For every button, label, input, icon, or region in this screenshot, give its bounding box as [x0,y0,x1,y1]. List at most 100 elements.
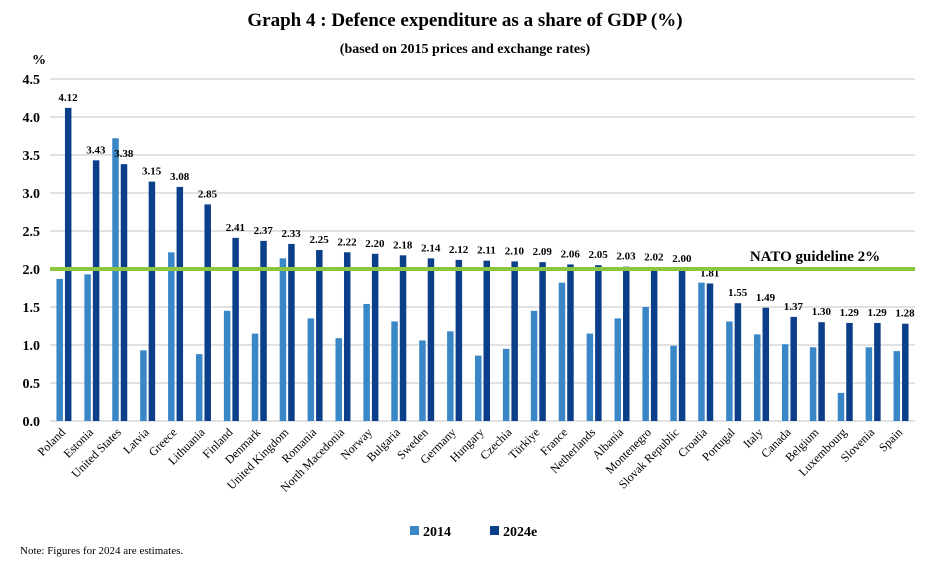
bar-2014 [781,344,789,421]
data-label: 2.41 [226,222,245,234]
bar-2014 [223,310,231,421]
bar-2024e [902,323,909,421]
bar-2024e [678,269,686,421]
bar-2014 [84,274,91,421]
bar-2014 [502,348,510,421]
data-label: 2.25 [309,234,329,246]
data-label: 2.33 [282,228,302,240]
bar-2024e [288,243,295,421]
bar-2014 [56,278,63,421]
bar-2014 [642,307,649,421]
bar-2024e [539,262,546,421]
bar-2024e [455,259,463,421]
bar-2024e [260,240,267,421]
bar-2014 [837,392,845,421]
bar-2024e [92,160,100,421]
data-label: 1.37 [784,301,804,313]
bar-2024e [650,267,658,421]
y-tick-label: 4.5 [23,73,41,88]
data-label: 2.05 [588,249,608,261]
bar-2014 [447,331,454,421]
category-label: Spain [876,425,905,454]
bar-2024e [343,252,351,421]
bar-2014 [670,345,677,421]
bar-2024e [427,258,435,421]
bar-2014 [335,338,342,421]
bar-2014 [112,138,119,421]
data-label: 1.30 [812,306,832,318]
bar-2014 [391,321,398,421]
bar-2014 [140,350,147,421]
data-label: 1.29 [868,307,888,319]
bar-2014 [168,252,175,421]
bar-2014 [195,354,203,421]
y-tick-label: 3.0 [23,187,41,202]
legend-swatch-2024e [490,526,499,535]
data-label: 2.09 [533,246,553,258]
bar-2024e [232,237,239,421]
data-label: 2.00 [672,253,692,265]
data-label: 2.37 [254,225,274,237]
data-label: 2.02 [644,251,664,263]
data-label: 3.43 [86,144,106,156]
bar-2024e [762,307,770,421]
data-label: 3.38 [114,148,134,160]
data-label: 2.12 [449,244,469,256]
bar-2014 [698,282,705,421]
y-tick-label: 0.5 [23,377,41,392]
bar-2014 [586,333,594,421]
y-tick-label: 1.5 [23,301,41,316]
bar-2024e [706,283,714,421]
bar-2024e [316,250,323,421]
bar-2014 [251,333,259,421]
data-label: 2.06 [561,248,581,260]
footnote: Note: Figures for 2024 are estimates. [20,545,184,557]
bar-2024e [595,265,602,421]
bar-2014 [475,355,482,421]
bar-2024e [148,181,156,421]
y-tick-label: 4.0 [23,111,41,126]
bar-2024e [120,164,128,421]
data-label: 2.85 [198,188,218,200]
chart-title: Graph 4 : Defence expenditure as a share… [247,10,683,31]
bar-2014 [363,303,370,421]
y-tick-label: 2.0 [23,263,41,278]
bar-2014 [307,318,315,421]
bar-2024e [399,255,407,421]
bar-2024e [874,322,881,421]
bar-2014 [614,318,622,421]
bar-2014 [893,351,901,421]
bar-2014 [865,347,873,421]
nato-guideline-label: NATO guideline 2% [750,249,880,265]
data-label: 1.49 [756,292,776,304]
legend-label: 2014 [423,525,451,540]
data-label: 1.55 [728,287,748,299]
bar-2014 [419,340,426,421]
data-label: 1.28 [895,308,915,320]
chart-subtitle: (based on 2015 prices and exchange rates… [339,42,591,57]
legend-swatch-2014 [410,526,419,535]
data-label: 2.22 [337,236,357,248]
data-label: 1.29 [840,307,860,319]
bar-2024e [371,253,379,421]
data-label: 2.14 [421,242,441,254]
bar-2024e [734,303,742,421]
y-axis-label: % [32,53,46,68]
bar-2024e [64,107,72,421]
bar-2014 [726,321,733,421]
bar-2024e [204,204,211,421]
bar-2024e [623,266,630,421]
y-tick-label: 0.0 [23,415,41,430]
bar-2014 [279,258,287,421]
legend-label: 2024e [503,525,537,540]
bar-2024e [790,316,797,421]
category-label: Türkiye [506,425,543,462]
data-label: 2.10 [505,245,525,257]
bar-2024e [818,322,825,421]
data-label: 2.03 [616,251,636,263]
bar-2014 [754,334,761,421]
bar-2024e [567,264,574,421]
bar-2014 [558,282,566,421]
